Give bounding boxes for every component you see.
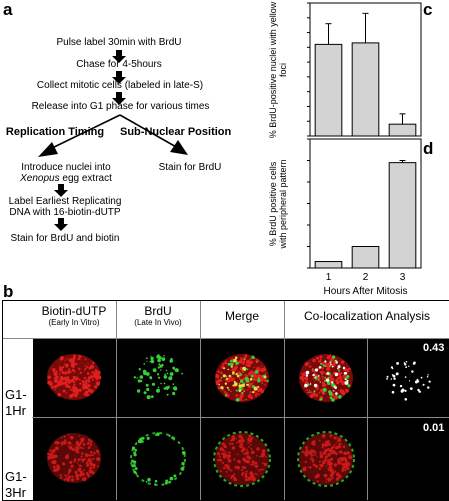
panel-c-letter: c [423,0,433,19]
col-header-merge: Merge [224,309,259,323]
bar-c-3 [388,123,417,137]
flow-arrow-4 [54,184,68,203]
left-step-2: Label Earliest Replicating DNA with 16-b… [8,196,122,218]
image-colocalization-1hr [299,354,353,402]
bar-c-2 [351,42,380,137]
bar-charts: % BrdU-positive nuclei with yellow foci 1 2… [268,1,422,297]
panel-a-letter: a [3,0,13,19]
panel-d-letter: d [423,139,434,158]
microscopy-panel: Biotin-dUTP (Early In Vitro) BrdU (Late In… [2,300,449,501]
image-brdu-3hr [130,432,186,486]
flow-step-1: Pulse label 30min with BrdU [56,37,182,48]
flow-arrow-3 [112,92,126,111]
bar-d-2 [351,246,380,269]
row-label-g1-1hr: G1- 1Hr [5,387,27,418]
x-tick-label-3: 3 [400,272,406,283]
image-merge-1hr [215,354,269,402]
colocalization-value-3hr: 0.01 [423,422,445,434]
col-header-colocalization: Co-localization Analysis [303,309,431,323]
image-colocalization-3hr [297,431,355,487]
flow-arrow-1 [112,50,126,69]
y-axis-label-c-line2: foci [278,63,288,77]
flow-step-2: Chase for 4-5hours [76,59,162,70]
panel-b-letter: b [3,282,14,301]
image-biotin-1hr [47,354,102,400]
flow-arrow-5 [54,218,68,237]
x-axis-label: Hours After Mitosis [324,286,408,297]
row-label-g1-3hr: G1- 3Hr [5,469,27,500]
bar-c-1 [314,43,343,137]
branch-arrows [38,114,188,157]
left-step-3: Stain for BrdU and biotin [10,233,120,244]
y-axis-label-c-line1: % BrdU-positive nuclei with yellow [268,1,278,138]
colocalization-value-1hr: 0.43 [423,342,445,354]
bar-d-3 [388,162,417,269]
col-header-brdu: BrdU (Late In Vivo) [134,304,182,328]
y-axis-label-d-line2: with peripheral pattern [278,159,288,249]
image-colocalization-mask-1hr [386,361,431,401]
image-biotin-3hr [47,433,101,483]
image-merge-3hr [213,431,271,487]
x-tick-label-2: 2 [363,272,369,283]
branch-left-label: Replication Timing [5,126,105,138]
y-axis-label-d-line1: % BrdU positive cells [268,161,278,246]
x-tick-label-1: 1 [326,272,332,283]
image-brdu-1hr [133,354,183,400]
left-step-1: Introduce nuclei into Xenopus egg extrac… [20,162,112,184]
bar-d-1 [314,261,343,269]
flow-arrow-2 [112,71,126,90]
flow-step-4: Release into G1 phase for various times [31,101,210,112]
right-step-1: Stain for BrdU [158,162,222,173]
branch-right-label: Sub-Nuclear Position [120,126,232,138]
flow-step-3: Collect mitotic cells (labeled in late-S… [36,80,204,91]
col-header-biotin: Biotin-dUTP (Early In Vitro) [41,304,107,328]
